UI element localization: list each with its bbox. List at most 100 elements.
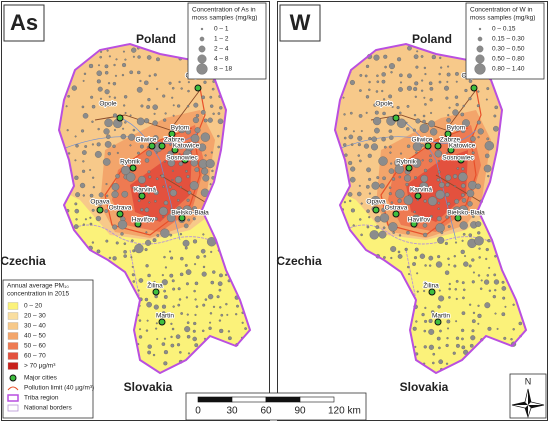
city-marker [178,214,186,222]
city-label: Gliwice [136,137,157,144]
city-label: Katowice [173,143,200,150]
sample-dot [108,55,111,58]
sample-dot [428,120,436,128]
sample-dot [196,255,200,259]
sample-dot [144,118,150,124]
sample-dot [510,338,513,341]
sample-dot [67,94,70,98]
sample-dot [147,350,152,355]
sample-dot [349,199,352,203]
sample-dot [468,180,477,190]
sample-dot [390,246,397,253]
sample-dot [171,96,174,99]
sample-dot [113,96,117,99]
sample-dot [217,118,224,125]
sample-dot [368,88,371,91]
sample-dot [84,145,88,148]
sample-dot [112,224,118,230]
country-label: Slovakia [124,380,173,394]
sample-dot [407,265,410,269]
sample-dot [204,154,207,157]
sample-dot [172,104,175,107]
sample-dot [344,153,348,157]
sample-dot [65,105,68,108]
sample-dot [212,270,216,274]
sample-dot [447,114,450,117]
sample-dot [342,143,347,147]
sample-dot [476,104,480,108]
sample-dot [381,72,386,77]
city-marker [444,130,452,138]
sample-dot [462,233,466,236]
sample-dot [126,172,136,182]
sample-dot [446,319,451,324]
sample-dot [241,321,244,324]
city-label: Opole [375,101,393,108]
sample-dot [365,64,370,68]
moss-legend-symbol [476,45,484,53]
sample-dot [153,112,156,115]
sample-dot [366,199,369,202]
pm-legend-swatch [7,322,19,330]
moss-legend-symbol [196,63,208,75]
sample-dot [468,79,473,83]
sample-dot [145,185,148,188]
sample-dot [437,255,441,259]
sample-dot [100,103,104,106]
sample-dot [170,256,174,260]
sample-dot [423,66,427,70]
sample-dot [178,298,182,301]
sample-dot [367,153,372,158]
sample-dot [475,221,482,227]
sample-dot [224,273,228,277]
sample-dot [179,185,182,189]
sample-dot [217,134,220,138]
sample-dot [115,58,118,61]
sample-dot [138,335,143,339]
sample-dot [448,126,452,130]
city-marker [424,142,432,150]
sample-dot [177,199,180,202]
sample-dot [140,208,144,212]
sample-dot [178,80,181,84]
sample-dot [358,114,363,118]
moss-legend-item: 0.30 – 0.50 [492,46,525,53]
sample-dot [178,161,184,166]
sample-dot [383,145,387,149]
sample-dot [466,189,475,198]
sample-dot [424,103,427,106]
sample-dot [201,271,207,277]
sample-dot [183,223,189,229]
city-label: Karviná [134,187,156,194]
sample-dot [350,166,356,172]
sample-dot [494,105,498,110]
city-marker [152,288,160,296]
sample-dot [176,343,181,347]
sample-dot [358,159,362,163]
sample-dot [91,120,94,123]
sample-dot [100,50,103,53]
sample-dot [430,111,433,114]
sample-dot [366,167,371,173]
scale-bar-segment [265,396,301,403]
sample-dot [420,55,424,58]
sample-dot [448,287,451,291]
sample-dot [129,70,134,75]
moss-legend-item: 1 – 2 [214,36,229,43]
sample-dot [378,156,388,166]
city-label: Žilina [423,281,439,290]
sample-dot [211,169,214,173]
sample-dot [454,288,458,291]
sample-dot [192,239,198,244]
city-label: Ostrava [109,205,132,212]
city-marker [158,142,166,150]
sample-dot [496,327,499,330]
sample-dot [227,336,232,341]
sample-dot [97,127,100,131]
sample-dot [494,312,497,315]
sample-dot [376,176,380,180]
sample-dot [448,282,451,286]
moss-legend-symbol [474,63,486,75]
sample-dot [164,112,167,115]
sample-dot [168,81,172,85]
